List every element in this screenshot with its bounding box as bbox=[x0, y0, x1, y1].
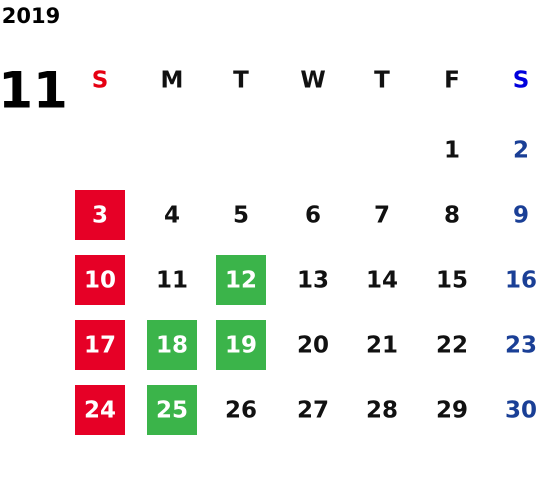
day-number: 26 bbox=[225, 398, 257, 424]
day-number: 1 bbox=[444, 138, 460, 164]
weekday-label: M bbox=[161, 68, 184, 94]
day-highlight bbox=[75, 385, 125, 435]
day-number: 13 bbox=[297, 268, 329, 294]
day-highlight bbox=[75, 255, 125, 305]
day-highlight bbox=[75, 320, 125, 370]
day-highlight bbox=[75, 190, 125, 240]
day-number: 20 bbox=[297, 333, 329, 359]
day-number: 11 bbox=[156, 268, 188, 294]
day-number: 23 bbox=[505, 333, 537, 359]
month: 11 bbox=[0, 62, 68, 120]
day-number: 3 bbox=[92, 203, 108, 229]
day-number: 21 bbox=[366, 333, 398, 359]
day-highlight bbox=[147, 385, 197, 435]
day-highlight bbox=[216, 255, 266, 305]
day-number: 15 bbox=[436, 268, 468, 294]
day-number: 30 bbox=[505, 398, 537, 424]
weekday-label: T bbox=[374, 68, 390, 94]
weekday-label: T bbox=[233, 68, 249, 94]
day-number: 25 bbox=[156, 398, 188, 424]
day-number: 14 bbox=[366, 268, 398, 294]
day-number: 2 bbox=[513, 138, 529, 164]
day-number: 7 bbox=[374, 203, 390, 229]
weekday-label: F bbox=[444, 68, 460, 94]
day-number: 22 bbox=[436, 333, 468, 359]
day-number: 17 bbox=[84, 333, 116, 359]
day-number: 16 bbox=[505, 268, 537, 294]
day-number: 27 bbox=[297, 398, 329, 424]
day-number: 4 bbox=[164, 203, 180, 229]
day-number: 18 bbox=[156, 333, 188, 359]
day-highlight bbox=[147, 320, 197, 370]
day-number: 6 bbox=[305, 203, 321, 229]
day-number: 12 bbox=[225, 268, 257, 294]
weekday-label: S bbox=[513, 68, 530, 94]
day-number: 5 bbox=[233, 203, 249, 229]
day-highlight bbox=[216, 320, 266, 370]
day-number: 29 bbox=[436, 398, 468, 424]
day-number: 19 bbox=[225, 333, 257, 359]
day-number: 10 bbox=[84, 268, 116, 294]
day-number: 28 bbox=[366, 398, 398, 424]
day-number: 9 bbox=[513, 203, 529, 229]
weekday-label: W bbox=[300, 68, 325, 94]
year: 2019 bbox=[2, 4, 60, 28]
day-number: 24 bbox=[84, 398, 116, 424]
weekday-label: S bbox=[92, 68, 109, 94]
day-number: 8 bbox=[444, 203, 460, 229]
